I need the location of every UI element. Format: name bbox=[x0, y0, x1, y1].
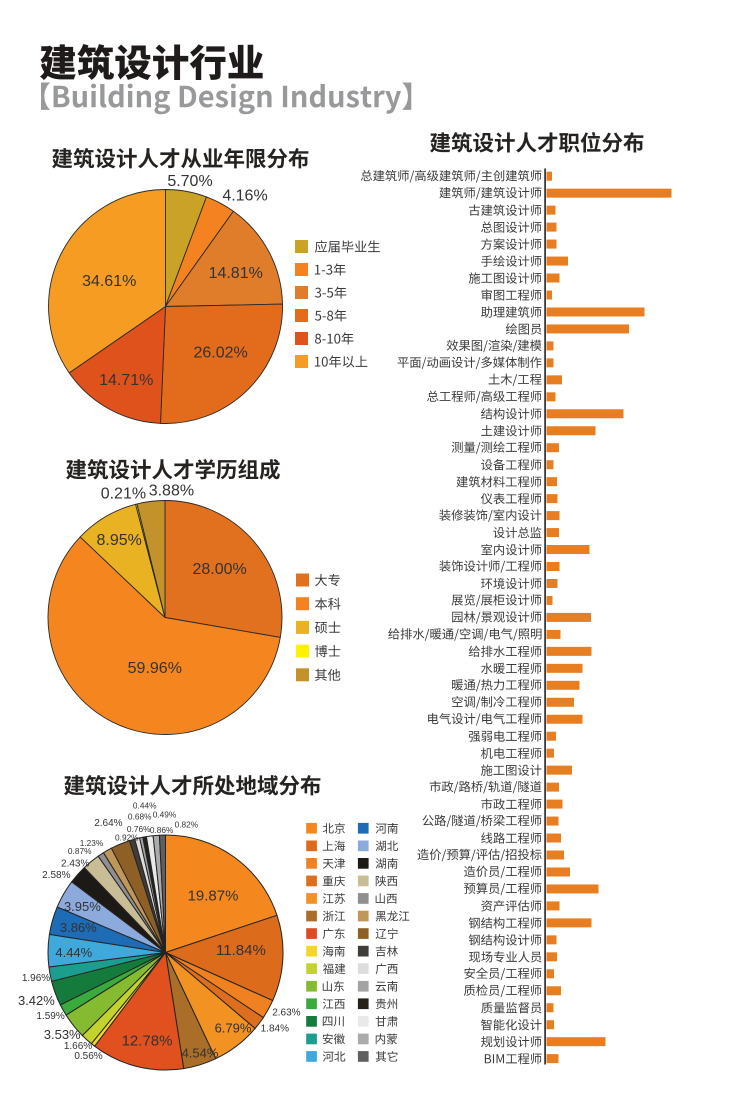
svg-text:3.42%: 3.42% bbox=[18, 993, 55, 1008]
svg-text:4.54%: 4.54% bbox=[182, 1046, 219, 1061]
svg-text:3.53%: 3.53% bbox=[44, 1027, 81, 1042]
svg-text:0.76%: 0.76% bbox=[127, 824, 151, 834]
svg-text:2.43%: 2.43% bbox=[61, 858, 89, 869]
svg-text:1.59%: 1.59% bbox=[36, 1011, 64, 1022]
svg-text:59.96%: 59.96% bbox=[128, 660, 182, 677]
svg-text:2.63%: 2.63% bbox=[272, 1008, 300, 1019]
svg-text:4.16%: 4.16% bbox=[222, 187, 267, 204]
svg-text:12.78%: 12.78% bbox=[122, 1033, 173, 1050]
svg-text:0.56%: 0.56% bbox=[74, 1051, 102, 1062]
svg-text:3.95%: 3.95% bbox=[64, 899, 101, 914]
svg-text:1.96%: 1.96% bbox=[22, 973, 50, 984]
svg-text:14.81%: 14.81% bbox=[209, 265, 263, 282]
svg-text:1.84%: 1.84% bbox=[261, 1024, 289, 1035]
svg-text:5.70%: 5.70% bbox=[167, 173, 212, 190]
svg-text:0.49%: 0.49% bbox=[153, 810, 177, 820]
svg-text:28.00%: 28.00% bbox=[192, 561, 246, 578]
svg-text:14.71%: 14.71% bbox=[99, 372, 153, 389]
svg-text:0.44%: 0.44% bbox=[133, 800, 157, 810]
svg-text:6.79%: 6.79% bbox=[215, 1020, 252, 1035]
svg-text:0.86%: 0.86% bbox=[150, 825, 174, 835]
svg-text:19.87%: 19.87% bbox=[188, 887, 239, 904]
svg-text:2.64%: 2.64% bbox=[94, 818, 122, 829]
svg-text:8.95%: 8.95% bbox=[97, 532, 142, 549]
svg-text:0.87%: 0.87% bbox=[68, 846, 92, 856]
svg-text:2.58%: 2.58% bbox=[42, 870, 70, 881]
svg-text:3.88%: 3.88% bbox=[149, 482, 194, 499]
svg-text:0.82%: 0.82% bbox=[175, 819, 199, 829]
svg-text:0.68%: 0.68% bbox=[128, 812, 152, 822]
svg-text:11.84%: 11.84% bbox=[216, 942, 266, 959]
svg-text:0.21%: 0.21% bbox=[101, 485, 146, 502]
svg-text:1.66%: 1.66% bbox=[64, 1041, 92, 1052]
svg-text:26.02%: 26.02% bbox=[193, 344, 247, 361]
svg-text:3.86%: 3.86% bbox=[60, 920, 97, 935]
svg-text:1.23%: 1.23% bbox=[80, 838, 104, 848]
svg-text:34.61%: 34.61% bbox=[82, 273, 136, 290]
svg-text:4.44%: 4.44% bbox=[55, 945, 92, 960]
svg-text:0.92%: 0.92% bbox=[115, 833, 139, 843]
